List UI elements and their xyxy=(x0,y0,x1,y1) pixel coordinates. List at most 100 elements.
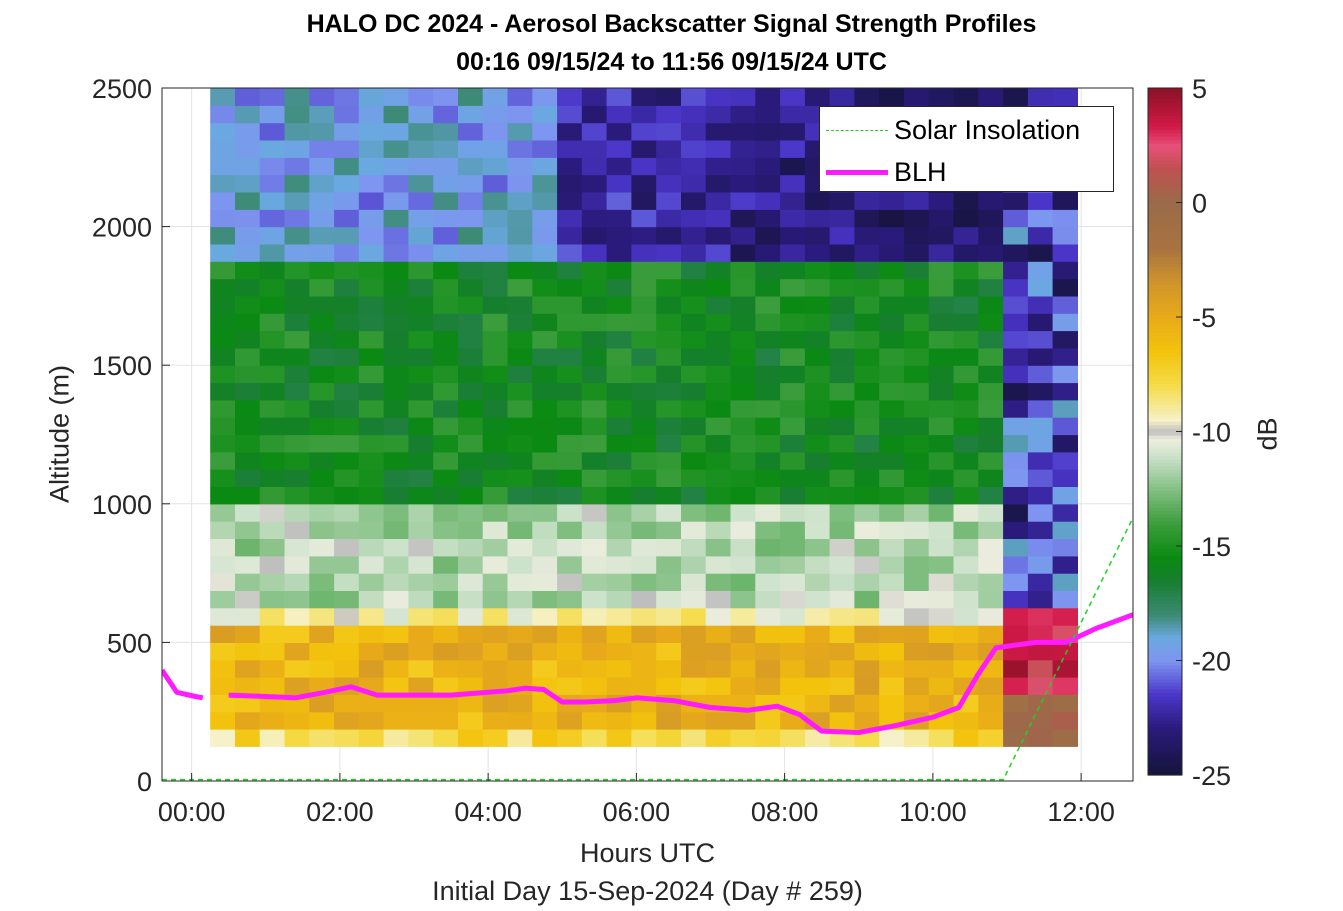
heatmap-cell xyxy=(631,174,657,193)
heatmap-cell xyxy=(458,590,484,609)
heatmap-cell xyxy=(581,347,608,366)
heatmap-cell xyxy=(210,347,236,366)
heatmap-cell xyxy=(755,434,781,453)
heatmap-cell xyxy=(904,434,930,453)
heatmap-cell xyxy=(284,417,310,436)
heatmap-cell xyxy=(978,313,1004,332)
heatmap-cell xyxy=(804,261,831,280)
heatmap-cell xyxy=(879,382,905,401)
heatmap-cell xyxy=(408,555,434,574)
heatmap-cell xyxy=(383,105,409,124)
heatmap-cell xyxy=(581,105,608,124)
series-solar-insolation-line xyxy=(162,517,1133,781)
colorbar-segment xyxy=(1148,620,1182,625)
heatmap-cell xyxy=(358,590,385,609)
heatmap-cell xyxy=(210,174,236,193)
heatmap-cell xyxy=(780,313,806,332)
heatmap-cell xyxy=(259,382,286,401)
heatmap-cell xyxy=(780,140,806,158)
heatmap-cell xyxy=(557,226,583,245)
heatmap-cell xyxy=(780,642,806,661)
heatmap-cell xyxy=(1027,434,1054,453)
heatmap-cell xyxy=(408,174,434,193)
heatmap-cell xyxy=(433,573,459,591)
heatmap-cell xyxy=(309,122,335,141)
colorbar-segment xyxy=(1148,167,1182,172)
heatmap-cell xyxy=(780,278,806,297)
heatmap-cell xyxy=(458,555,484,574)
heatmap-cell xyxy=(1027,521,1054,539)
heatmap-cell xyxy=(433,226,459,245)
heatmap-cell xyxy=(656,174,682,193)
heatmap-cell xyxy=(631,469,657,487)
heatmap-cell xyxy=(259,607,286,626)
heatmap-cell xyxy=(532,365,558,384)
heatmap-cell xyxy=(978,434,1004,453)
heatmap-cell xyxy=(334,486,360,505)
heatmap-cell xyxy=(507,330,533,349)
heatmap-cell xyxy=(358,434,385,453)
heatmap-cell xyxy=(606,157,632,176)
heatmap-cell xyxy=(656,243,682,262)
heatmap-cell xyxy=(259,434,286,453)
heatmap-cell xyxy=(557,417,583,436)
heatmap-cell xyxy=(557,729,583,747)
heatmap-cell xyxy=(928,677,955,695)
heatmap-cell xyxy=(730,330,756,349)
heatmap-cell xyxy=(1052,192,1078,210)
heatmap-cell xyxy=(433,347,459,366)
heatmap-cell xyxy=(879,625,905,643)
heatmap-cell xyxy=(334,434,360,453)
heatmap-cell xyxy=(928,295,955,314)
heatmap-cell xyxy=(557,157,583,176)
heatmap-cell xyxy=(681,677,707,695)
heatmap-cell xyxy=(904,573,930,591)
heatmap-cell xyxy=(978,677,1004,695)
heatmap-cell xyxy=(309,399,335,418)
colorbar-segment xyxy=(1148,335,1182,340)
heatmap-cell xyxy=(309,642,335,661)
heatmap-cell xyxy=(631,677,657,695)
heatmap-cell xyxy=(557,555,583,574)
heatmap-cell xyxy=(681,729,707,747)
heatmap-cell xyxy=(705,122,732,141)
heatmap-cell xyxy=(334,105,360,124)
heatmap-cell xyxy=(557,330,583,349)
heatmap-cell xyxy=(210,226,236,245)
colorbar-segment xyxy=(1148,750,1182,755)
colorbar-segment xyxy=(1148,431,1182,436)
heatmap-cell xyxy=(334,122,360,141)
heatmap-cell xyxy=(705,140,732,158)
colorbar-segment xyxy=(1148,537,1182,543)
heatmap-cell xyxy=(953,573,979,591)
heatmap-cell xyxy=(557,451,583,470)
heatmap-cell xyxy=(458,573,484,591)
heatmap-cell xyxy=(631,105,657,124)
heatmap-cell xyxy=(507,625,533,643)
heatmap-cell xyxy=(904,365,930,384)
heatmap-cell xyxy=(780,625,806,643)
heatmap-cell xyxy=(259,469,286,487)
colorbar-segment xyxy=(1148,136,1182,141)
heatmap-cell xyxy=(358,694,385,713)
heatmap-cell xyxy=(557,590,583,609)
heatmap-cell xyxy=(408,469,434,487)
heatmap-cell xyxy=(978,382,1004,401)
heatmap-cell xyxy=(235,365,261,384)
heatmap-cell xyxy=(235,521,261,539)
heatmap-cell xyxy=(681,261,707,280)
heatmap-cell xyxy=(631,313,657,332)
heatmap-cell xyxy=(631,140,657,158)
heatmap-cell xyxy=(507,122,533,141)
heatmap-cell xyxy=(433,313,459,332)
heatmap-cell xyxy=(928,313,955,332)
heatmap-cell xyxy=(358,607,385,626)
heatmap-cell xyxy=(383,261,409,280)
heatmap-cell xyxy=(1027,659,1054,678)
colorbar-segment xyxy=(1148,441,1182,446)
heatmap-cell xyxy=(1052,295,1078,314)
heatmap-cell xyxy=(235,157,261,176)
heatmap-cell xyxy=(1027,226,1054,245)
heatmap-cell xyxy=(507,174,533,193)
heatmap-cell xyxy=(557,347,583,366)
